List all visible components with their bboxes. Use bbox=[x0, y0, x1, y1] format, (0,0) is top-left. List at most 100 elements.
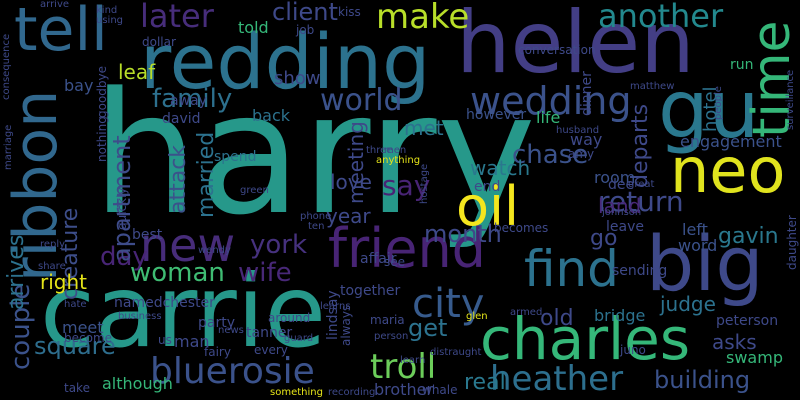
word-arrive: arrive bbox=[40, 0, 70, 10]
word-world: world bbox=[320, 83, 403, 118]
word-three: three bbox=[366, 145, 393, 156]
word-lindsay: lindsay bbox=[325, 290, 341, 340]
word-carrie: carrie bbox=[40, 253, 327, 370]
word-right: right bbox=[40, 270, 87, 294]
word-kiss: kiss bbox=[338, 5, 361, 19]
word-learn: learn bbox=[400, 355, 426, 366]
word-great: great bbox=[628, 179, 655, 190]
word-maria: maria bbox=[370, 313, 405, 327]
word-glen: glen bbox=[466, 311, 488, 322]
word-heather: heather bbox=[490, 359, 624, 399]
word-leaf: leaf bbox=[118, 60, 156, 84]
word-consequence: consequence bbox=[1, 33, 12, 100]
word-woman: woman bbox=[130, 258, 225, 288]
word-met: met bbox=[404, 116, 444, 140]
word-find: find bbox=[524, 240, 619, 298]
word-charles: charles bbox=[480, 305, 691, 373]
word-affair: affair bbox=[360, 251, 397, 267]
word-bridge: bridge bbox=[594, 306, 646, 325]
word-news: news bbox=[218, 325, 244, 336]
word-us: us bbox=[158, 333, 172, 347]
word-told: told bbox=[238, 18, 269, 37]
word-conversation: conversation bbox=[518, 43, 596, 57]
word-learns: learns bbox=[320, 301, 351, 312]
word-real: real bbox=[464, 370, 506, 395]
word-phone: phone bbox=[300, 211, 332, 222]
word-nothing: nothing bbox=[95, 116, 109, 162]
word-however: however bbox=[466, 107, 527, 123]
word-reply: reply bbox=[40, 239, 66, 250]
word-watch: watch bbox=[470, 156, 531, 180]
word-way: way bbox=[570, 130, 603, 149]
word-every: every bbox=[254, 343, 288, 357]
word-surveillance: surveillance bbox=[785, 69, 796, 130]
word-recording: recording bbox=[328, 387, 376, 398]
word-another: another bbox=[598, 0, 724, 35]
word-end: end bbox=[474, 179, 501, 195]
word-person: person bbox=[374, 331, 409, 342]
word-land: land bbox=[598, 194, 642, 218]
word-ten: ten bbox=[308, 221, 325, 232]
word-harry: harry bbox=[92, 56, 537, 252]
word-spend: spend bbox=[214, 149, 257, 165]
word-best: best bbox=[132, 227, 163, 243]
word-see: see bbox=[384, 255, 406, 269]
word-business: business bbox=[118, 311, 162, 322]
word-matthew: matthew bbox=[630, 81, 675, 92]
word-whale: whale bbox=[422, 383, 458, 397]
word-married: married bbox=[194, 131, 219, 218]
word-dee: dee bbox=[608, 177, 635, 193]
word-city: city bbox=[412, 281, 485, 327]
word-away: away bbox=[170, 93, 207, 109]
word-say: say bbox=[382, 169, 431, 202]
word-old: old bbox=[540, 306, 574, 331]
word-wendy: wendy bbox=[198, 245, 231, 256]
word-meet: meet bbox=[62, 318, 104, 337]
word-armed: armed bbox=[510, 307, 543, 318]
word-client: client bbox=[272, 0, 338, 26]
word-swamp: swamp bbox=[726, 348, 783, 367]
word-distraught: distraught bbox=[430, 347, 482, 358]
word-wedding: wedding bbox=[470, 79, 632, 123]
word-engagement: engagement bbox=[680, 132, 782, 151]
word-year: year bbox=[326, 204, 371, 228]
word-dinner: dinner bbox=[579, 71, 595, 116]
word-bay: bay bbox=[64, 76, 94, 95]
word-word: word bbox=[678, 236, 718, 255]
word-helen: helen bbox=[456, 0, 695, 93]
word-friend: friend bbox=[328, 217, 486, 280]
word-leave: leave bbox=[606, 219, 644, 235]
word-troll: troll bbox=[370, 347, 437, 387]
word-fairy: fairy bbox=[204, 345, 231, 359]
word-attack: attack bbox=[166, 144, 191, 214]
word-something: something bbox=[270, 387, 323, 398]
word-goodbye: goodbye bbox=[95, 65, 109, 118]
word-daughter: daughter bbox=[785, 215, 799, 270]
word-namedchester: namedchester bbox=[114, 295, 215, 311]
word-room: room bbox=[594, 168, 636, 187]
word-day: day bbox=[100, 242, 148, 272]
word-tanner: tanner bbox=[246, 325, 293, 341]
word-kind: kind bbox=[96, 5, 118, 16]
word-guard: guard bbox=[284, 333, 314, 344]
word-using: using bbox=[96, 15, 124, 26]
word-anything: anything bbox=[376, 155, 421, 166]
word-people: people bbox=[713, 86, 724, 120]
word-make: make bbox=[376, 0, 470, 37]
word-hostage: hostage bbox=[419, 163, 430, 204]
word-gavin: gavin bbox=[718, 224, 779, 249]
word-york: york bbox=[250, 230, 308, 260]
word-left: left bbox=[682, 220, 708, 239]
word-family: family bbox=[152, 84, 233, 114]
word-tell: tell bbox=[14, 0, 108, 65]
word-men: men bbox=[384, 145, 407, 156]
word-big: big bbox=[646, 219, 764, 308]
word-go: go bbox=[590, 226, 618, 251]
word-sending: sending bbox=[612, 263, 668, 279]
word-month: month bbox=[424, 220, 502, 248]
word-arrives: arrives bbox=[4, 234, 29, 310]
word-quickly: quickly bbox=[115, 187, 129, 230]
word-take: take bbox=[64, 381, 90, 395]
word-redding: redding bbox=[140, 17, 431, 106]
